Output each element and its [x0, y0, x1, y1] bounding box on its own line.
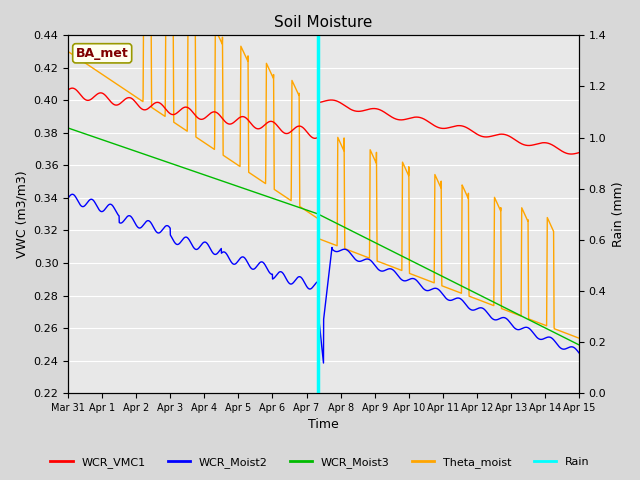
Legend: WCR_VMC1, WCR_Moist2, WCR_Moist3, Theta_moist, Rain: WCR_VMC1, WCR_Moist2, WCR_Moist3, Theta_…	[46, 452, 594, 472]
Text: BA_met: BA_met	[76, 47, 129, 60]
Title: Soil Moisture: Soil Moisture	[275, 15, 372, 30]
Y-axis label: VWC (m3/m3): VWC (m3/m3)	[15, 170, 28, 258]
Y-axis label: Rain (mm): Rain (mm)	[612, 181, 625, 247]
X-axis label: Time: Time	[308, 419, 339, 432]
